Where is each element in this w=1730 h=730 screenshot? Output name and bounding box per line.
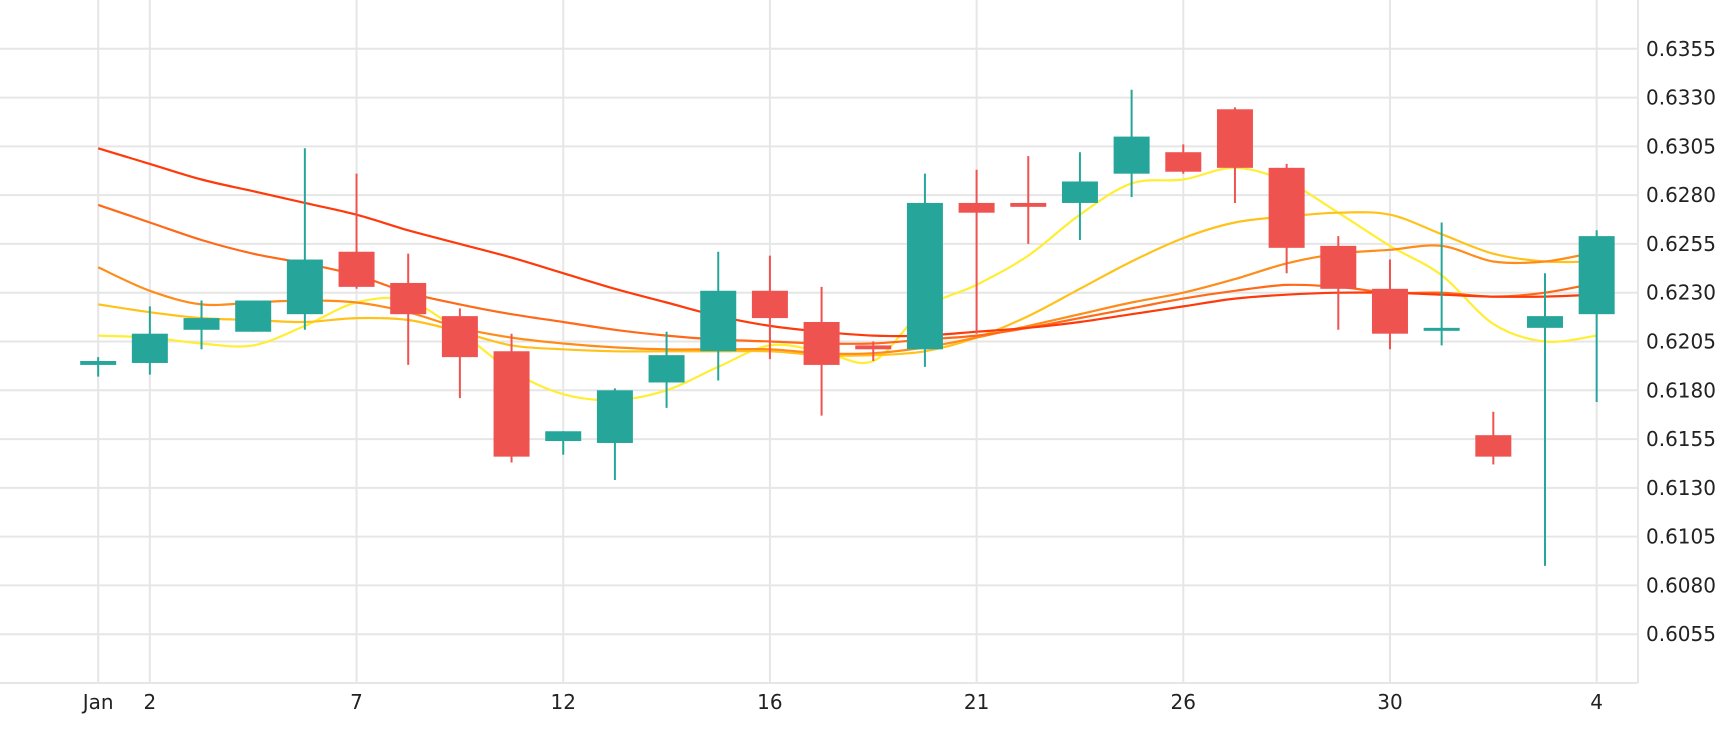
x-tick-label: 12 bbox=[550, 690, 575, 714]
x-axis-tick-labels: Jan 2 7 12 16 21 26 30 4 bbox=[81, 690, 1603, 714]
candle bbox=[1320, 236, 1357, 330]
candle bbox=[855, 341, 892, 362]
y-tick-label: 0.6080 bbox=[1646, 573, 1716, 597]
y-tick-label: 0.6155 bbox=[1646, 427, 1716, 451]
y-tick-label: 0.6230 bbox=[1646, 281, 1716, 305]
y-tick-label: 0.6330 bbox=[1646, 86, 1716, 110]
candle bbox=[390, 253, 427, 365]
candle-body bbox=[131, 333, 168, 363]
x-tick-label: 2 bbox=[143, 690, 156, 714]
moving-average-line-1 bbox=[98, 166, 1597, 402]
candle bbox=[958, 169, 995, 334]
candle-body bbox=[1165, 152, 1202, 172]
candle bbox=[286, 148, 323, 330]
candle bbox=[493, 333, 530, 463]
candle bbox=[1423, 222, 1460, 346]
y-tick-label: 0.6280 bbox=[1646, 183, 1716, 207]
candle-body bbox=[1526, 316, 1563, 328]
candle-body bbox=[1475, 435, 1512, 457]
candle-body bbox=[441, 316, 478, 358]
y-tick-label: 0.6205 bbox=[1646, 330, 1716, 354]
candle bbox=[183, 300, 220, 350]
moving-average-line-4 bbox=[97, 203, 1597, 345]
candle-body bbox=[493, 351, 530, 457]
y-tick-label: 0.6355 bbox=[1646, 37, 1716, 61]
candle-body bbox=[1061, 181, 1098, 203]
candle-body bbox=[545, 431, 582, 442]
x-tick-label: 26 bbox=[1171, 690, 1196, 714]
candle bbox=[751, 255, 788, 360]
candle-body bbox=[1371, 288, 1408, 334]
candle-body bbox=[1423, 327, 1460, 331]
x-tick-label: 4 bbox=[1590, 690, 1603, 714]
candle bbox=[648, 331, 685, 408]
candle-body bbox=[1010, 202, 1047, 207]
candle-body bbox=[1578, 236, 1615, 315]
candle bbox=[235, 300, 272, 332]
y-tick-label: 0.6055 bbox=[1646, 622, 1716, 646]
candle-body bbox=[286, 259, 323, 315]
y-tick-label: 0.6305 bbox=[1646, 134, 1716, 158]
candle-body bbox=[1320, 245, 1357, 289]
candle-body bbox=[596, 390, 633, 443]
candle bbox=[1216, 107, 1253, 203]
x-tick-label: 7 bbox=[350, 690, 363, 714]
y-tick-label: 0.6180 bbox=[1646, 378, 1716, 402]
candle-body bbox=[648, 355, 685, 383]
candle-body bbox=[1268, 167, 1305, 248]
y-tick-label: 0.6130 bbox=[1646, 476, 1716, 500]
candle-body bbox=[390, 282, 427, 315]
candles bbox=[80, 89, 1615, 566]
candle-body bbox=[751, 290, 788, 319]
candle bbox=[1268, 163, 1305, 274]
x-tick-label: Jan bbox=[81, 690, 114, 714]
candle-body bbox=[906, 202, 943, 350]
x-tick-label: 21 bbox=[964, 690, 989, 714]
candle-body bbox=[80, 361, 117, 365]
candle bbox=[596, 388, 633, 481]
candle-body bbox=[958, 202, 995, 213]
candle-body bbox=[700, 290, 737, 352]
grid-lines bbox=[0, 0, 1638, 684]
candle bbox=[1526, 273, 1563, 566]
moving-average-line-3 bbox=[97, 244, 1597, 355]
y-axis-tick-labels: 0.6055 0.6080 0.6105 0.6130 0.6155 0.6180 0.62… bbox=[1646, 37, 1716, 646]
candle bbox=[441, 308, 478, 399]
y-tick-label: 0.6255 bbox=[1646, 232, 1716, 256]
candle bbox=[1475, 411, 1512, 465]
candle-body bbox=[803, 321, 840, 365]
candle bbox=[338, 173, 375, 289]
x-tick-label: 16 bbox=[757, 690, 782, 714]
candle bbox=[1061, 152, 1098, 241]
candle-body bbox=[1113, 136, 1150, 174]
moving-average-line-2 bbox=[98, 211, 1597, 357]
candle bbox=[1371, 259, 1408, 350]
candle bbox=[545, 431, 582, 455]
moving-average-lines bbox=[97, 147, 1597, 402]
x-tick-label: 30 bbox=[1377, 690, 1402, 714]
candle-body bbox=[183, 318, 220, 330]
candle bbox=[1165, 144, 1202, 174]
candle bbox=[700, 251, 737, 381]
candle-body bbox=[855, 345, 892, 350]
candle-body bbox=[1216, 109, 1253, 168]
candle bbox=[1578, 230, 1615, 402]
candle bbox=[1010, 156, 1047, 244]
candle bbox=[803, 286, 840, 416]
y-tick-label: 0.6105 bbox=[1646, 525, 1716, 549]
candle-body bbox=[338, 251, 375, 287]
candle bbox=[906, 173, 943, 367]
candle bbox=[80, 357, 117, 377]
candle bbox=[131, 306, 168, 375]
moving-average-line-5 bbox=[97, 147, 1597, 338]
candle bbox=[1113, 89, 1150, 198]
candle-body bbox=[235, 300, 272, 332]
